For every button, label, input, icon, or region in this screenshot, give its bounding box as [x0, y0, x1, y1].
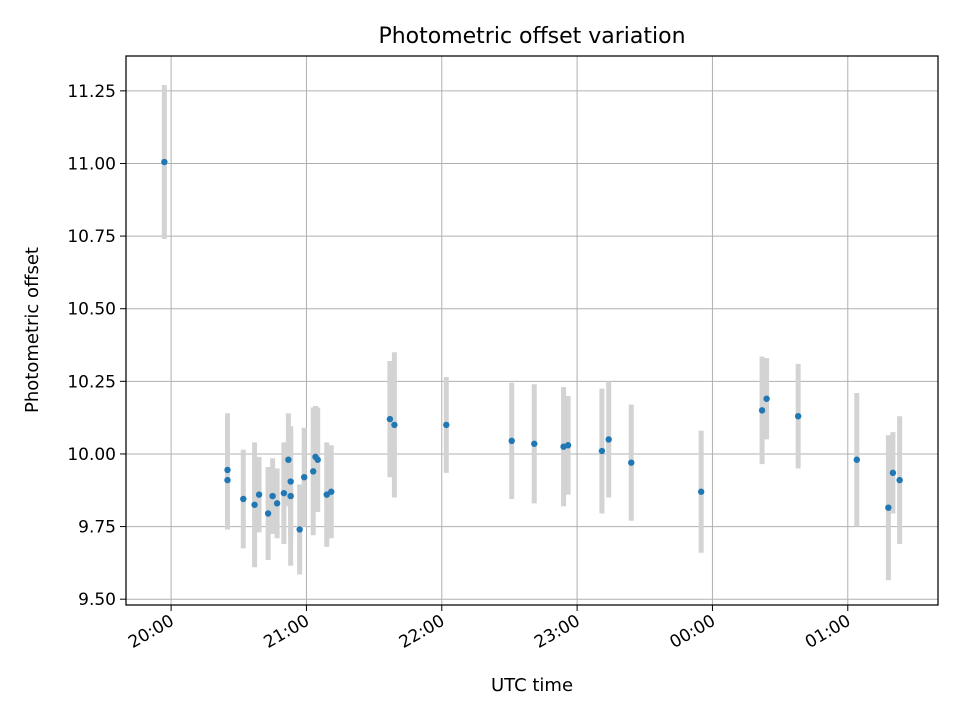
- data-point: [628, 459, 635, 466]
- y-tick-label: 11.25: [67, 82, 116, 102]
- data-point: [300, 473, 308, 481]
- data-point: [280, 489, 288, 497]
- y-axis-label: Photometric offset: [22, 247, 43, 413]
- data-point: [328, 488, 335, 495]
- data-point: [255, 491, 263, 498]
- grid-lines: [126, 56, 938, 605]
- data-point: [896, 476, 903, 484]
- y-axis-ticks: 9.50 9.75 10.00 10.25 10.50 10.75 11.00 11.25: [67, 82, 126, 610]
- data-point: [889, 469, 897, 477]
- y-tick-label: 10.25: [67, 372, 116, 392]
- data-point: [531, 440, 538, 447]
- data-point: [310, 468, 317, 475]
- y-tick-label: 10.50: [67, 300, 116, 320]
- data-point: [758, 407, 766, 414]
- data-point: [287, 478, 294, 485]
- data-point: [161, 158, 168, 166]
- data-point: [269, 492, 276, 500]
- data-points: [161, 158, 903, 533]
- data-point: [508, 437, 515, 445]
- data-point: [853, 456, 860, 463]
- y-tick-label: 10.75: [67, 227, 116, 247]
- data-point: [285, 456, 292, 463]
- data-point: [296, 526, 303, 533]
- data-point: [386, 415, 394, 423]
- data-point: [264, 510, 272, 517]
- y-tick-label: 11.00: [67, 154, 116, 174]
- data-point: [794, 412, 802, 420]
- data-point: [763, 395, 770, 402]
- data-point: [605, 436, 612, 443]
- y-tick-label: 10.00: [67, 445, 116, 465]
- data-point: [240, 495, 247, 503]
- data-point: [224, 466, 231, 474]
- data-point: [224, 476, 231, 484]
- data-point: [564, 442, 572, 449]
- data-point: [885, 504, 892, 511]
- data-point: [697, 488, 705, 495]
- data-point: [273, 500, 281, 507]
- data-point: [598, 447, 606, 455]
- plot-frame: [125, 55, 939, 606]
- data-point: [391, 421, 398, 429]
- data-point: [314, 456, 321, 463]
- y-tick-label: 9.50: [78, 590, 116, 610]
- data-point: [287, 492, 294, 500]
- data-point: [443, 421, 450, 429]
- data-point: [251, 501, 258, 508]
- y-tick-label: 9.75: [78, 518, 116, 538]
- chart-title: Photometric offset variation: [378, 24, 685, 49]
- x-axis-label: UTC time: [491, 675, 573, 696]
